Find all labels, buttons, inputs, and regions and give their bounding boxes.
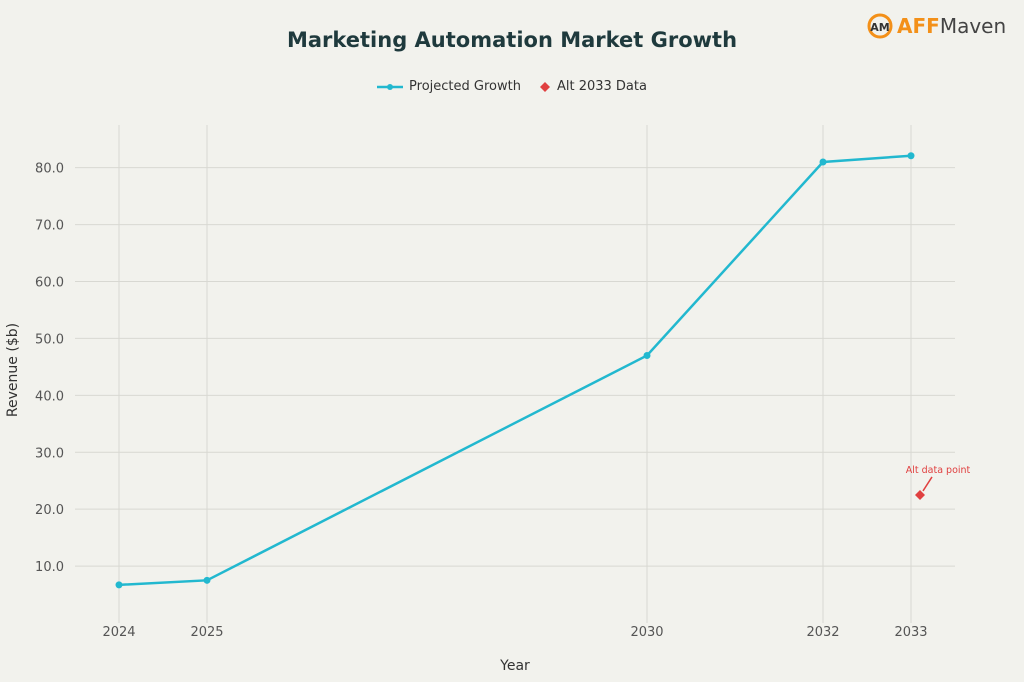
series-line-projected-growth bbox=[118, 154, 912, 587]
x-tick-label: 2033 bbox=[894, 625, 927, 640]
x-tick-label: 2030 bbox=[630, 625, 663, 640]
legend: Projected Growth Alt 2033 Data bbox=[0, 79, 1024, 94]
x-tick-label: 2024 bbox=[102, 625, 135, 640]
data-point bbox=[907, 152, 915, 160]
logo: AM AFF Maven bbox=[866, 12, 1006, 40]
chart-title: Marketing Automation Market Growth bbox=[286, 28, 738, 52]
y-tick-label: 10.0 bbox=[35, 560, 64, 575]
annotation-arrow bbox=[922, 476, 933, 492]
legend-item-projected[interactable]: Projected Growth bbox=[377, 79, 521, 94]
y-tick-label: 40.0 bbox=[35, 389, 64, 404]
svg-text:AM: AM bbox=[870, 21, 889, 34]
data-point bbox=[203, 576, 211, 584]
y-tick-label: 50.0 bbox=[35, 332, 64, 347]
x-tick-label: 2032 bbox=[806, 625, 839, 640]
y-tick-label: 20.0 bbox=[35, 503, 64, 518]
data-point bbox=[643, 352, 651, 360]
x-tick-label: 2025 bbox=[190, 625, 223, 640]
x-axis-label: Year bbox=[499, 658, 530, 674]
data-point bbox=[819, 158, 827, 166]
annotation-label: Alt data point bbox=[906, 465, 971, 476]
legend-item-alt[interactable]: Alt 2033 Data bbox=[539, 79, 647, 94]
y-tick-label: 30.0 bbox=[35, 446, 64, 461]
y-axis-label: Revenue ($b) bbox=[5, 323, 21, 417]
y-tick-label: 70.0 bbox=[35, 219, 64, 234]
alt-data-point bbox=[915, 489, 925, 500]
logo-icon: AM bbox=[867, 13, 893, 39]
y-tick-label: 60.0 bbox=[35, 276, 64, 291]
y-tick-label: 80.0 bbox=[35, 162, 64, 177]
data-point bbox=[115, 581, 123, 589]
